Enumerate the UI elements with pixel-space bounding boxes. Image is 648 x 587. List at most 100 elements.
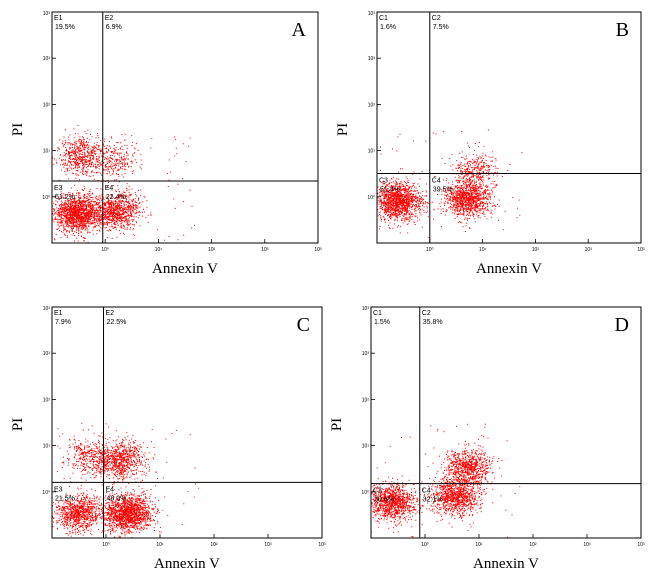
quadrant-percent-e3: 51.2% — [55, 194, 75, 201]
data-point — [404, 221, 406, 223]
data-point — [74, 162, 76, 164]
data-point — [426, 195, 428, 197]
data-point — [74, 202, 76, 204]
data-point — [392, 202, 393, 204]
data-point — [397, 208, 398, 210]
data-point — [457, 209, 459, 211]
data-point — [125, 210, 126, 212]
data-point — [59, 204, 60, 206]
data-point — [391, 205, 393, 206]
data-point — [123, 203, 125, 205]
data-point — [104, 222, 106, 224]
data-point — [101, 212, 103, 213]
data-point — [97, 164, 99, 165]
data-point — [88, 152, 89, 154]
data-point — [68, 142, 70, 144]
data-point — [102, 217, 104, 218]
data-point — [58, 213, 60, 215]
data-point — [76, 212, 78, 214]
data-point — [75, 214, 77, 216]
data-point — [131, 205, 133, 207]
data-point — [79, 205, 81, 207]
data-point — [457, 203, 459, 205]
data-point — [113, 215, 115, 216]
data-point — [416, 200, 418, 202]
data-point — [388, 202, 390, 203]
data-point — [100, 214, 102, 216]
data-point — [75, 150, 77, 152]
data-point — [396, 197, 398, 199]
data-point — [89, 212, 91, 214]
data-point — [72, 144, 74, 146]
data-point — [113, 208, 115, 209]
data-point — [396, 204, 398, 206]
data-point — [411, 197, 413, 199]
data-point — [77, 133, 79, 135]
data-point — [116, 205, 118, 207]
data-point — [70, 203, 72, 205]
data-point — [396, 189, 398, 190]
data-point — [94, 216, 96, 217]
data-point — [403, 216, 405, 217]
data-point — [489, 193, 491, 195]
data-point — [73, 209, 75, 211]
data-point — [88, 149, 90, 151]
data-point — [128, 165, 130, 167]
data-point — [173, 198, 175, 200]
data-point — [381, 190, 382, 192]
data-point — [66, 223, 68, 225]
data-point — [76, 174, 78, 176]
data-point — [80, 213, 82, 215]
data-point — [123, 211, 125, 213]
data-point — [78, 220, 80, 222]
data-point — [65, 168, 67, 170]
data-point — [405, 199, 406, 201]
data-point — [394, 197, 396, 199]
data-point — [92, 222, 94, 224]
data-point — [75, 209, 77, 211]
data-point — [388, 195, 390, 197]
data-point — [74, 219, 76, 221]
data-point — [384, 194, 386, 196]
data-point — [79, 197, 81, 199]
data-point — [87, 147, 89, 149]
data-point — [85, 228, 87, 230]
data-point — [101, 150, 103, 152]
data-point — [426, 183, 428, 185]
data-point — [410, 198, 412, 199]
data-point — [410, 201, 412, 203]
data-point — [80, 200, 82, 202]
data-point — [475, 185, 477, 187]
data-point — [399, 196, 401, 198]
data-point — [113, 200, 115, 202]
data-point — [109, 201, 111, 203]
data-point — [135, 202, 137, 203]
data-point — [81, 149, 83, 151]
data-point — [71, 152, 73, 153]
data-point — [61, 231, 62, 233]
data-point — [68, 208, 70, 210]
data-point — [99, 208, 101, 210]
data-point — [398, 196, 400, 198]
data-point — [80, 225, 81, 227]
data-point — [408, 186, 410, 188]
data-point — [406, 202, 407, 204]
data-point — [82, 154, 83, 156]
data-point — [70, 205, 72, 207]
data-point — [91, 214, 93, 215]
data-point — [426, 207, 428, 209]
data-point — [130, 227, 131, 229]
data-point — [56, 162, 58, 164]
data-point — [82, 158, 84, 160]
data-point — [388, 207, 390, 209]
data-point — [87, 155, 89, 157]
data-point — [88, 165, 89, 167]
data-point — [392, 211, 394, 213]
data-point — [97, 223, 99, 225]
data-point — [117, 207, 119, 208]
data-point — [129, 194, 131, 196]
data-point — [138, 198, 140, 200]
data-point — [110, 210, 112, 212]
data-point — [79, 140, 81, 142]
data-point — [118, 218, 120, 219]
